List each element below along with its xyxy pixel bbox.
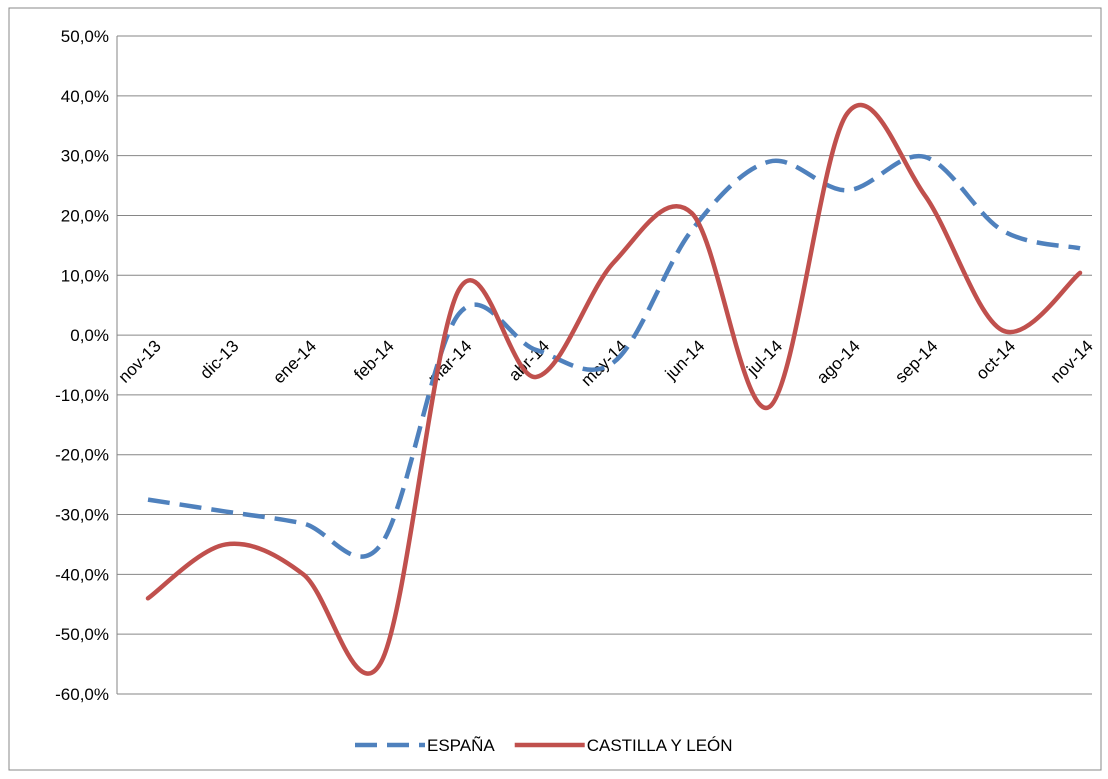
y-tick-label: 50,0% xyxy=(61,27,109,46)
legend-label: ESPAÑA xyxy=(427,736,495,755)
y-tick-label: -20,0% xyxy=(55,446,109,465)
y-tick-label: -10,0% xyxy=(55,386,109,405)
y-tick-label: 0,0% xyxy=(70,326,109,345)
y-tick-label: 40,0% xyxy=(61,87,109,106)
y-tick-label: -30,0% xyxy=(55,506,109,525)
y-tick-label: -40,0% xyxy=(55,565,109,584)
series-line xyxy=(147,153,1081,559)
legend-label: CASTILLA Y LEÓN xyxy=(587,736,733,755)
y-tick-label: 30,0% xyxy=(61,147,109,166)
y-tick-label: -60,0% xyxy=(55,685,109,704)
chart-border xyxy=(8,7,1102,771)
series-line xyxy=(145,103,1083,676)
y-tick-label: 10,0% xyxy=(61,266,109,285)
y-tick-label: 20,0% xyxy=(61,206,109,225)
y-tick-label: -50,0% xyxy=(55,625,109,644)
